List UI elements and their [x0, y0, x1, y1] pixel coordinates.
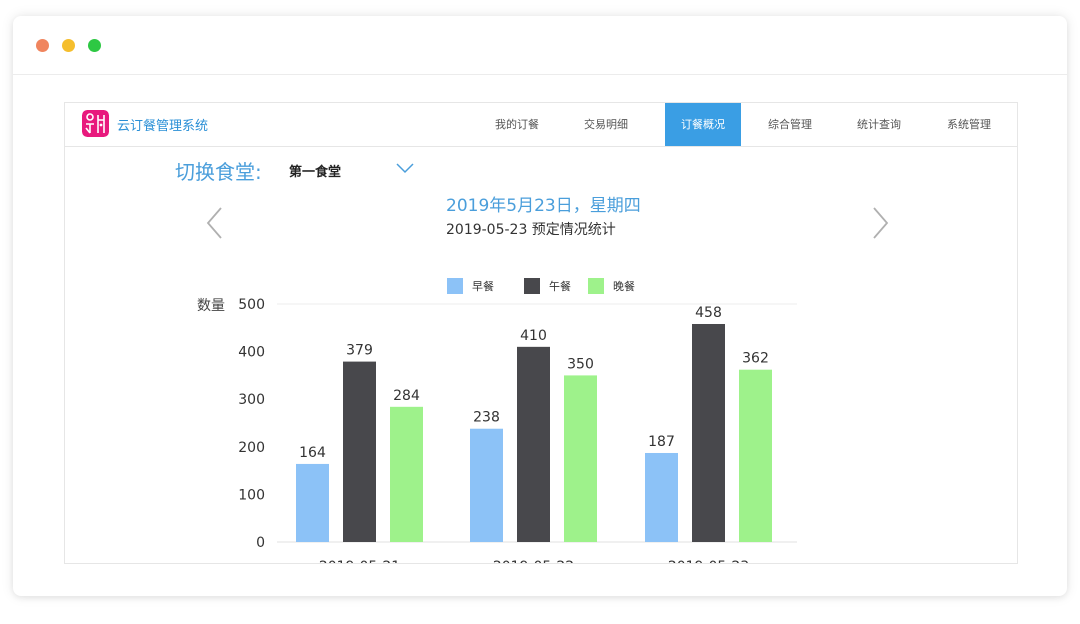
- data-label-2019-05-23-2: 458: [695, 305, 722, 321]
- switch-canteen-label: 切换食堂:: [175, 160, 262, 184]
- legend-label-2: 午餐: [549, 279, 571, 293]
- y-tick-label-500: 500: [238, 297, 265, 313]
- legend-swatch-3: [588, 278, 604, 294]
- y-axis-title: 数量: [197, 298, 225, 314]
- maximize-window-button[interactable]: [88, 39, 101, 52]
- data-label-2019-05-23-1: 187: [648, 434, 675, 450]
- nav-item-1[interactable]: 我的订餐: [495, 118, 539, 131]
- legend-swatch-2: [524, 278, 540, 294]
- nav-item-3[interactable]: 订餐概况: [665, 103, 741, 146]
- bar-2019-05-21-2: [343, 361, 376, 542]
- bar-2019-05-23-1: [645, 452, 678, 542]
- data-label-2019-05-21-1: 164: [299, 445, 326, 461]
- canteen-logo-icon: [82, 110, 109, 137]
- x-tick-label-2: 2019-05-22: [493, 559, 574, 563]
- bar-2019-05-22-1: [470, 428, 503, 542]
- minimize-window-button[interactable]: [62, 39, 75, 52]
- y-tick-label-200: 200: [238, 440, 265, 456]
- bar-2019-05-22-2: [517, 346, 550, 542]
- y-tick-label-100: 100: [238, 487, 265, 503]
- stats-subtitle: 2019-05-23 预定情况统计: [446, 222, 616, 238]
- y-tick-label-400: 400: [238, 345, 265, 361]
- top-navbar: 云订餐管理系统 我的订餐 交易明细 订餐概况 综合管理 统计查询 系统管理: [65, 103, 1017, 147]
- data-label-2019-05-22-3: 350: [567, 356, 594, 372]
- legend-swatch-1: [447, 278, 463, 294]
- canteen-select[interactable]: 第一食堂: [289, 165, 342, 180]
- legend-label-1: 早餐: [472, 279, 494, 293]
- bar-2019-05-21-3: [390, 406, 423, 542]
- app-title: 云订餐管理系统: [117, 119, 209, 134]
- legend-label-3: 晚餐: [613, 279, 635, 293]
- chevron-left-icon[interactable]: [203, 205, 225, 241]
- current-date: 2019年5月23日，星期四: [446, 196, 641, 216]
- data-label-2019-05-22-2: 410: [520, 328, 547, 344]
- bar-2019-05-21-1: [296, 463, 329, 542]
- nav-item-6[interactable]: 系统管理: [947, 118, 991, 131]
- bar-2019-05-23-2: [692, 323, 725, 542]
- nav-item-4[interactable]: 综合管理: [768, 118, 812, 131]
- app-frame: 云订餐管理系统 我的订餐 交易明细 订餐概况 综合管理 统计查询 系统管理 切换食堂: 第…: [64, 102, 1018, 564]
- data-label-2019-05-21-3: 284: [393, 388, 420, 404]
- data-label-2019-05-22-1: 238: [473, 410, 500, 426]
- chevron-down-icon[interactable]: [395, 161, 415, 175]
- browser-window: 云订餐管理系统 我的订餐 交易明细 订餐概况 综合管理 统计查询 系统管理 切换食堂: 第…: [13, 16, 1067, 596]
- x-tick-label-3: 2019-05-23: [668, 559, 749, 563]
- y-tick-label-300: 300: [238, 392, 265, 408]
- data-label-2019-05-23-3: 362: [742, 351, 769, 367]
- nav-item-5[interactable]: 统计查询: [857, 118, 901, 131]
- close-window-button[interactable]: [36, 39, 49, 52]
- nav-item-2[interactable]: 交易明细: [584, 118, 628, 131]
- chevron-right-icon[interactable]: [870, 205, 892, 241]
- y-tick-label-0: 0: [256, 535, 265, 551]
- data-label-2019-05-21-2: 379: [346, 343, 373, 359]
- x-tick-label-1: 2019-05-21: [319, 559, 400, 563]
- window-titlebar: [13, 16, 1067, 75]
- bar-2019-05-23-3: [739, 369, 772, 542]
- bar-2019-05-22-3: [564, 375, 597, 542]
